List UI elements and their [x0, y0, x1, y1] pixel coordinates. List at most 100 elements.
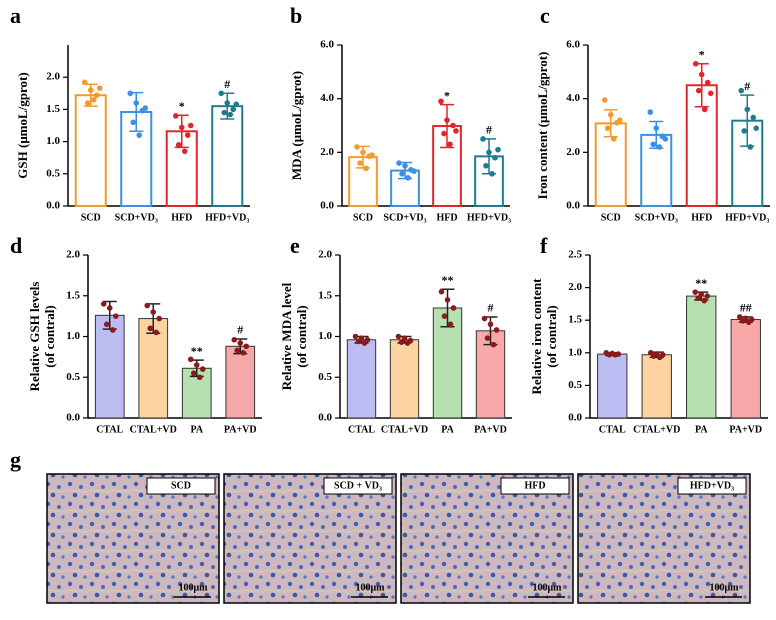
- x-tick-label: SCD: [81, 212, 101, 223]
- x-tick-label: SCD: [353, 212, 373, 223]
- data-point: [224, 100, 231, 106]
- data-point: [493, 327, 500, 333]
- y-tick-label: 0.0: [318, 412, 332, 424]
- data-point: [361, 340, 368, 346]
- data-point: [396, 160, 402, 166]
- y-tick-label: 6.0: [566, 39, 580, 51]
- y-axis-label: (of contral): [42, 305, 57, 367]
- data-point: [704, 79, 711, 86]
- data-point: [221, 109, 228, 116]
- data-point: [490, 341, 497, 348]
- error-bar: [440, 103, 454, 149]
- data-point: [243, 343, 250, 350]
- panel-letter: g: [10, 447, 21, 472]
- y-axis-label: Relative GSH levels: [27, 282, 42, 392]
- y-tick-label: 2.0: [320, 146, 334, 158]
- data-point: [411, 168, 417, 174]
- data-point: [650, 353, 657, 359]
- data-point: [695, 295, 702, 301]
- data-point: [230, 106, 237, 113]
- y-axis-label: Relative iron content: [529, 278, 544, 395]
- data-point: [199, 366, 206, 372]
- x-tick-label: CTAL: [96, 424, 123, 435]
- data-point: [133, 100, 140, 106]
- data-point: [103, 321, 110, 328]
- data-point: [405, 175, 411, 181]
- data-point: [692, 60, 699, 67]
- y-tick-label: 2.0: [566, 146, 580, 158]
- data-point: [352, 333, 359, 340]
- data-point: [747, 144, 754, 150]
- data-point: [486, 149, 492, 156]
- x-tick-label: PA: [190, 424, 203, 435]
- x-tick-label: HFD+VD₃: [467, 212, 511, 223]
- data-point: [84, 100, 91, 106]
- micrograph-label: SCD: [171, 480, 191, 491]
- data-point: [441, 130, 447, 137]
- y-axis-label: (of contral): [294, 305, 309, 367]
- data-point: [231, 336, 238, 343]
- data-point: [369, 152, 375, 158]
- data-point: [447, 141, 453, 148]
- significance-mark: ##: [740, 301, 752, 315]
- y-tick-label: 1.5: [318, 289, 332, 301]
- panel-letter: b: [290, 3, 302, 28]
- data-point: [187, 122, 194, 129]
- bar: [346, 339, 377, 419]
- data-point: [453, 128, 459, 134]
- data-point: [753, 125, 760, 131]
- y-tick-label: 1.0: [568, 346, 582, 358]
- data-point: [402, 162, 408, 169]
- data-point: [354, 144, 360, 150]
- data-point: [218, 90, 225, 97]
- data-point: [745, 319, 752, 325]
- data-point: [647, 109, 654, 115]
- bar: [94, 314, 125, 419]
- y-tick-label: 0.0: [568, 412, 582, 424]
- data-point: [438, 98, 444, 105]
- x-tick-label: PA+VD: [474, 424, 507, 435]
- data-point: [438, 288, 445, 295]
- x-tick-label: CTAL+VD: [130, 424, 177, 435]
- data-point: [606, 351, 613, 358]
- data-point: [360, 149, 366, 156]
- bar: [641, 354, 672, 419]
- data-point: [656, 144, 663, 150]
- significance-mark: #: [744, 79, 750, 93]
- data-point: [363, 165, 369, 172]
- panel-letter: e: [290, 233, 300, 258]
- data-point: [357, 160, 363, 166]
- data-point: [450, 122, 456, 129]
- data-point: [741, 128, 748, 134]
- data-point: [147, 325, 154, 332]
- data-point: [707, 90, 714, 97]
- y-tick-label: 0.0: [46, 200, 60, 212]
- bar: [138, 318, 169, 419]
- bar: [211, 105, 244, 207]
- y-tick-label: 4.0: [566, 92, 580, 104]
- bar: [74, 94, 107, 207]
- data-point: [738, 87, 745, 94]
- data-point: [444, 117, 450, 123]
- data-point: [492, 154, 498, 161]
- data-point: [604, 125, 611, 131]
- x-tick-label: HFD: [171, 212, 192, 223]
- y-tick-label: 0.0: [320, 200, 334, 212]
- x-tick-label: PA: [441, 424, 454, 435]
- data-point: [93, 92, 100, 99]
- scale-label: 100μm: [356, 582, 386, 593]
- data-point: [156, 315, 163, 322]
- data-point: [96, 85, 103, 91]
- x-tick-label: SCD: [601, 212, 621, 223]
- y-tick-label: 1.5: [568, 314, 582, 326]
- data-point: [136, 132, 143, 138]
- y-tick-label: 2.5: [568, 249, 582, 261]
- micrograph: [223, 473, 397, 604]
- micrograph: [46, 473, 220, 604]
- label-box: [677, 477, 747, 495]
- x-tick-label: SCD+VD₃: [115, 212, 158, 223]
- data-point: [444, 297, 451, 303]
- data-point: [237, 340, 244, 346]
- data-point: [484, 335, 491, 341]
